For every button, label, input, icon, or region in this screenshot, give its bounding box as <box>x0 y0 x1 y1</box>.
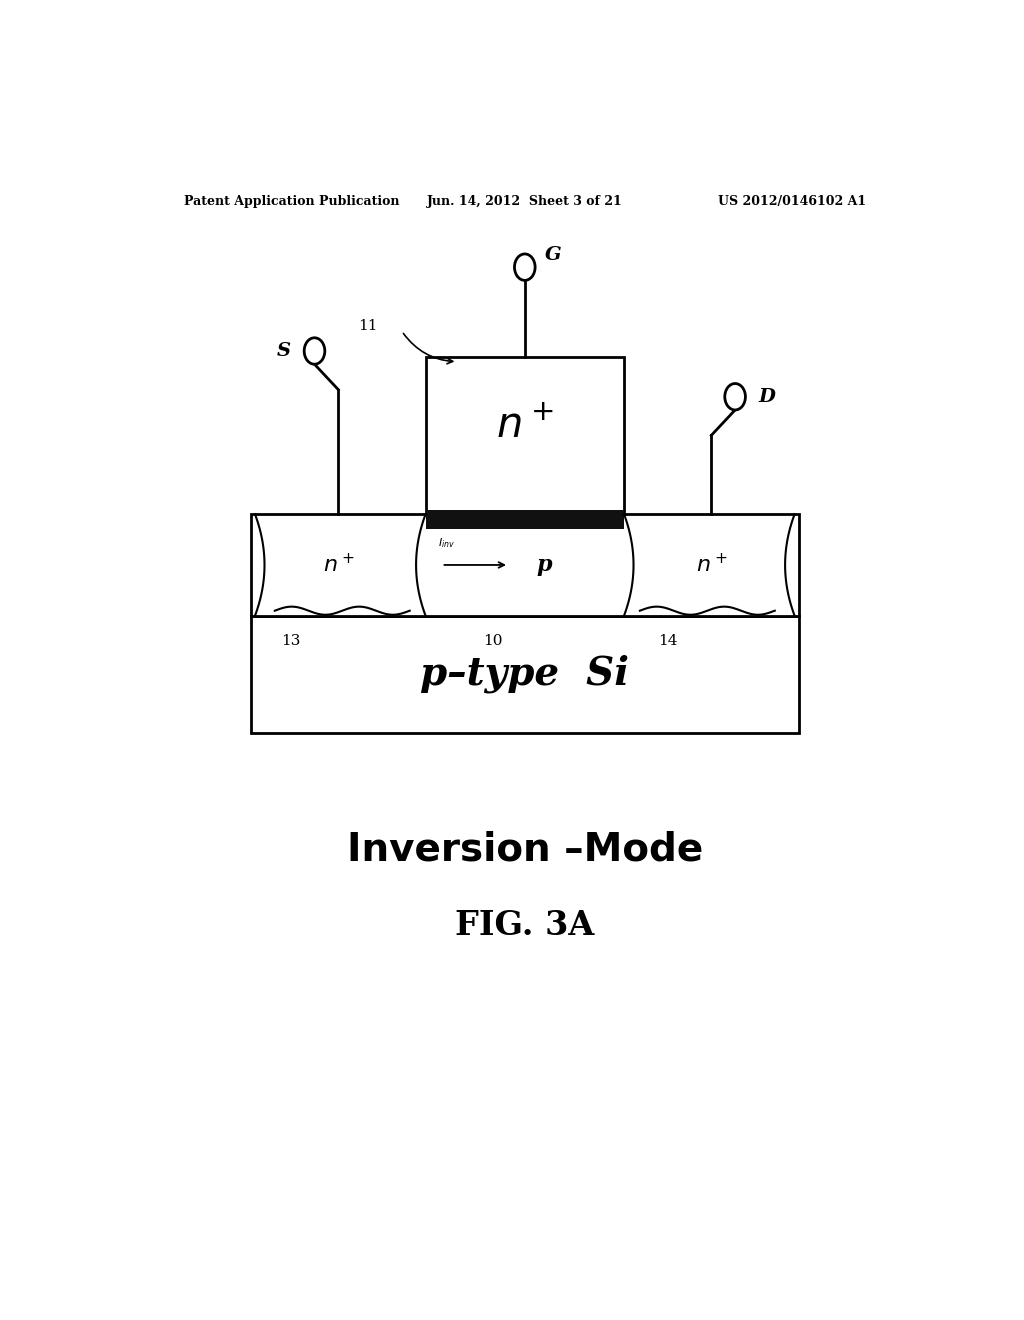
Bar <box>251 513 799 615</box>
Text: G: G <box>545 246 561 264</box>
Text: Jun. 14, 2012  Sheet 3 of 21: Jun. 14, 2012 Sheet 3 of 21 <box>427 194 623 207</box>
Text: 11: 11 <box>358 319 378 333</box>
Text: 10: 10 <box>483 634 503 648</box>
Text: $n^+$: $n^+$ <box>695 553 727 577</box>
Text: p: p <box>537 554 552 576</box>
Text: FIG. 3A: FIG. 3A <box>456 909 594 942</box>
Circle shape <box>514 253 536 280</box>
Bar <box>426 510 624 529</box>
Bar <box>426 356 624 515</box>
Text: S: S <box>276 342 291 360</box>
Text: p–type  Si: p–type Si <box>420 655 630 693</box>
Circle shape <box>725 384 745 411</box>
Text: $n^+$: $n^+$ <box>496 404 554 446</box>
Text: 14: 14 <box>657 634 678 648</box>
Text: 13: 13 <box>281 634 300 648</box>
Text: $I_{inv}$: $I_{inv}$ <box>437 536 455 549</box>
Text: Inversion –Mode: Inversion –Mode <box>347 830 702 869</box>
Text: D: D <box>759 388 776 405</box>
Bar <box>251 615 799 733</box>
Circle shape <box>304 338 325 364</box>
Text: US 2012/0146102 A1: US 2012/0146102 A1 <box>718 194 866 207</box>
Text: $n^+$: $n^+$ <box>323 553 354 577</box>
Text: Patent Application Publication: Patent Application Publication <box>183 194 399 207</box>
